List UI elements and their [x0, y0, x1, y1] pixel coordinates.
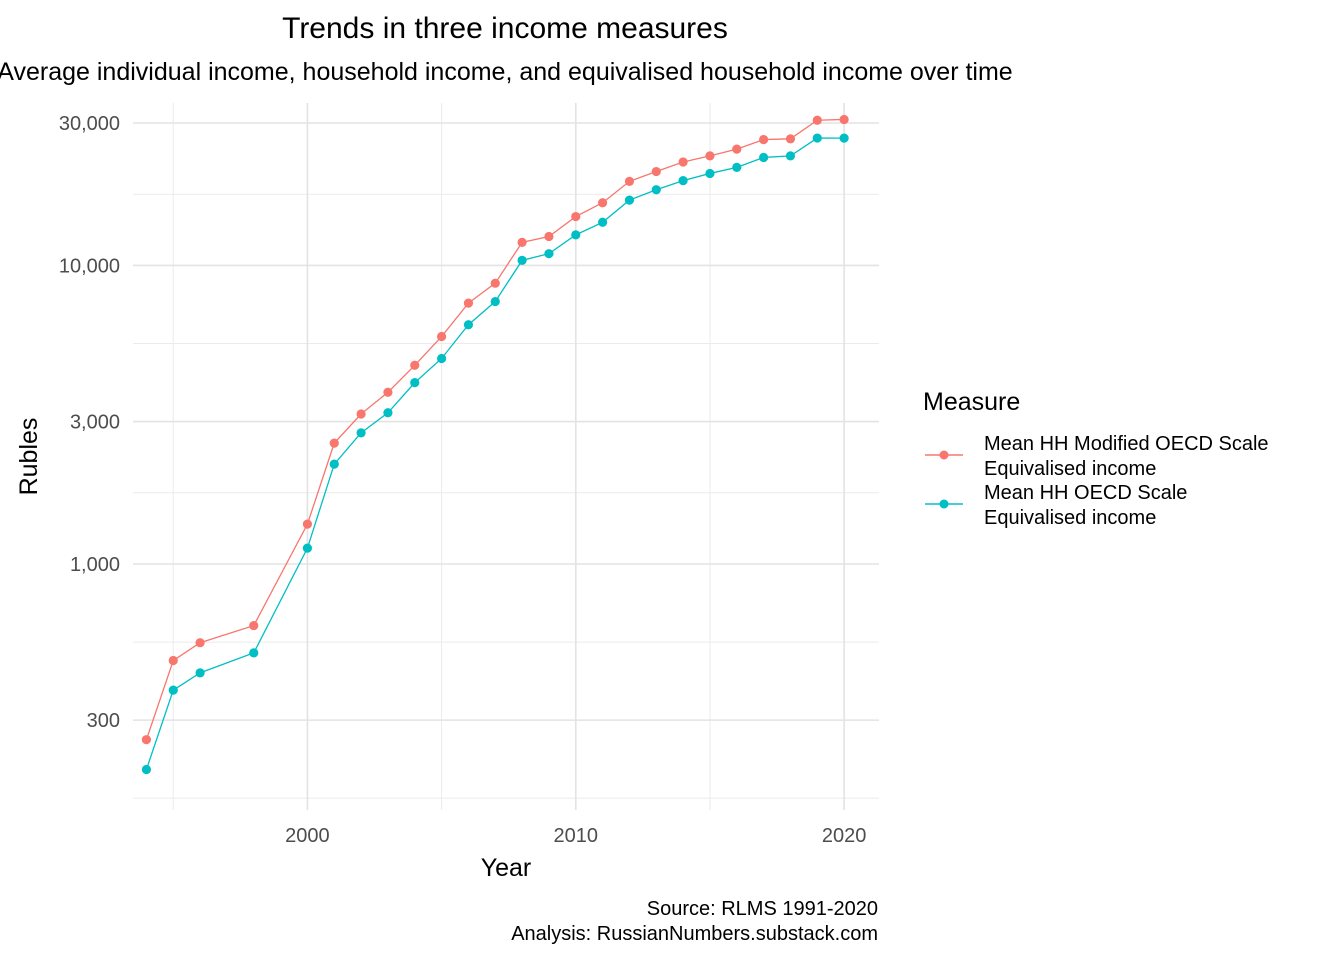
data-point — [705, 168, 715, 179]
data-point — [490, 296, 500, 307]
legend-label: Mean HH OECD Scale Equivalised income — [984, 482, 1188, 529]
data-point — [678, 176, 688, 186]
data-point — [732, 162, 742, 172]
legend-label: Mean HH Modified OECD Scale Equivalised … — [984, 433, 1269, 480]
data-point — [329, 459, 339, 469]
x-tick-label: 2000 — [285, 825, 330, 847]
series-line — [145, 137, 845, 770]
legend-title: Measure — [923, 388, 1021, 416]
x-tick-label: 2020 — [822, 825, 867, 847]
data-point — [571, 211, 581, 222]
y-tick-label: 10,000 — [59, 255, 120, 277]
data-point — [463, 320, 474, 330]
data-point — [598, 198, 608, 208]
data-point — [759, 134, 769, 145]
x-tick-label: 2010 — [554, 825, 599, 847]
data-point — [141, 735, 152, 745]
data-point — [571, 230, 581, 240]
data-point — [195, 668, 205, 678]
data-point — [410, 378, 420, 388]
series-line — [145, 118, 845, 740]
data-point — [598, 217, 608, 227]
data-point — [785, 151, 796, 161]
data-point — [383, 408, 393, 418]
data-point — [624, 176, 635, 186]
legend-swatch — [925, 499, 963, 509]
data-point — [168, 655, 178, 666]
data-point — [678, 157, 688, 167]
data-point — [839, 114, 849, 125]
data-point — [624, 195, 635, 205]
data-point — [436, 353, 447, 364]
y-tick-label: 1,000 — [70, 554, 120, 576]
data-point — [651, 166, 661, 177]
legend-item: Mean HH Modified OECD Scale Equivalised … — [923, 432, 1343, 482]
data-point — [812, 133, 822, 143]
data-point — [705, 151, 715, 161]
data-point — [544, 249, 554, 259]
data-point — [249, 620, 259, 631]
data-point — [463, 298, 474, 308]
data-point — [249, 648, 259, 658]
y-tick-label: 30,000 — [59, 113, 120, 135]
data-point — [356, 428, 366, 438]
chart-title: Trends in three income measures — [282, 12, 728, 45]
data-point — [517, 237, 527, 247]
y-tick-label: 300 — [87, 710, 120, 732]
data-point — [812, 115, 822, 125]
data-point — [329, 438, 339, 448]
caption: Source: RLMS 1991-2020 Analysis: Russian… — [511, 898, 878, 945]
chart-subtitle: Average individual income, household inc… — [0, 58, 1013, 86]
x-axis-title: Year — [481, 854, 532, 882]
y-tick-label: 3,000 — [70, 412, 120, 434]
data-point — [141, 764, 152, 775]
data-point — [302, 543, 313, 553]
data-point — [302, 519, 313, 529]
legend-item: Mean HH OECD Scale Equivalised income — [923, 481, 1343, 531]
data-point — [356, 409, 366, 419]
data-point — [651, 185, 661, 195]
data-point — [785, 134, 796, 144]
data-point — [732, 144, 742, 154]
data-point — [839, 133, 849, 143]
data-point — [544, 231, 554, 242]
data-point — [759, 152, 769, 163]
data-point — [436, 331, 447, 342]
data-point — [490, 278, 500, 288]
data-point — [168, 685, 178, 695]
legend-swatch — [925, 450, 963, 460]
data-point — [195, 638, 205, 648]
y-axis-title: Rubles — [15, 418, 43, 496]
data-point — [383, 387, 393, 397]
data-point — [410, 360, 420, 370]
data-point — [517, 255, 527, 265]
